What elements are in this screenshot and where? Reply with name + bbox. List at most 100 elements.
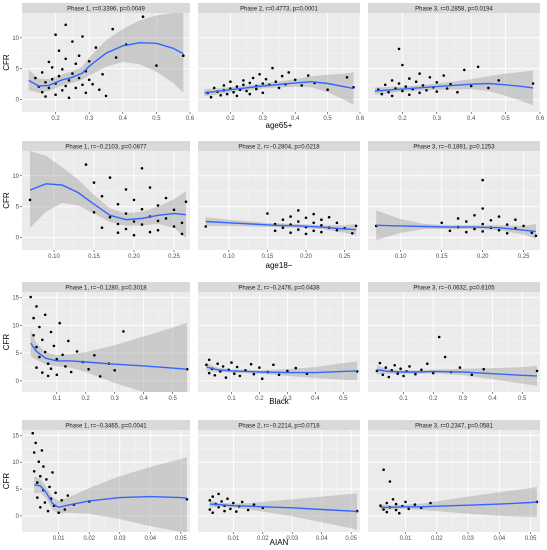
data-point — [220, 500, 223, 503]
data-point — [425, 89, 428, 92]
facet-strip — [22, 420, 190, 430]
data-point — [235, 94, 239, 98]
data-point — [41, 338, 44, 342]
plot-panel-background — [368, 430, 540, 532]
x-tick-label: 0.2 — [255, 396, 264, 402]
data-point — [156, 228, 160, 232]
data-point — [100, 226, 104, 229]
x-tick-label: 0.2 — [82, 396, 91, 402]
data-point — [312, 212, 316, 216]
facet-strip-title: Phase 1, r=0.3396, p=0.0049 — [67, 6, 145, 12]
data-point — [277, 86, 281, 90]
data-point — [87, 367, 90, 371]
x-tick-label: 0.03 — [114, 536, 126, 542]
plot-panel-background — [22, 151, 190, 250]
data-point — [32, 316, 35, 320]
data-point — [124, 188, 128, 191]
data-point — [306, 74, 310, 77]
x-tick-label: 0.4 — [119, 116, 128, 122]
data-point — [418, 72, 421, 75]
data-point — [71, 40, 74, 43]
x-tick-label: 0.03 — [286, 536, 298, 542]
data-point — [108, 215, 112, 219]
facet-strip-title: Phase 2, r=−0.2214, p=0.0718 — [238, 423, 320, 429]
data-point — [286, 369, 289, 373]
confidence-band — [30, 322, 188, 392]
data-point — [60, 499, 63, 502]
data-point — [43, 501, 47, 504]
data-point — [248, 81, 252, 85]
facet-strip-title: Phase 2, r=−0.2476, p=0.0438 — [238, 285, 320, 291]
data-point — [42, 465, 45, 468]
facet-strip — [198, 141, 360, 151]
facet-strip — [368, 282, 540, 292]
data-point — [289, 231, 292, 234]
data-point — [287, 71, 291, 74]
data-point — [122, 330, 125, 333]
data-point — [245, 89, 248, 93]
data-point — [251, 76, 255, 80]
x-tick-label: 0.4 — [467, 116, 476, 122]
loess-fit-line — [34, 484, 187, 509]
facet-panel: Phase 3, r=0.2858, p=0.0194 0.2 0.3 0.4 0.5 0… — [368, 3, 545, 122]
data-point — [273, 229, 277, 233]
x-axis-title: AIAN — [270, 538, 289, 547]
data-point — [182, 54, 185, 57]
x-tick-label: 0.5 — [339, 396, 348, 402]
plot-panel-background — [22, 430, 190, 532]
x-tick-label: 0.3 — [111, 396, 120, 402]
data-point — [111, 27, 114, 31]
y-tick-label: 0 — [16, 236, 20, 242]
data-point — [40, 449, 44, 452]
data-point — [274, 80, 278, 83]
data-point — [75, 350, 79, 353]
x-tick-label: 0.10 — [223, 254, 235, 260]
data-point — [252, 372, 256, 376]
facet-strip — [368, 3, 540, 13]
x-tick-label: 0.4 — [311, 396, 320, 402]
data-point — [408, 77, 411, 80]
y-axis-title: CFR — [2, 192, 11, 209]
y-tick-label: 5 — [16, 67, 20, 73]
data-point — [300, 84, 304, 87]
plot-panel-background — [198, 430, 360, 532]
facet-panel: Phase 1, r=−0.2103, p=0.0877 0.10 0.15 0.20… — [12, 141, 190, 260]
data-point — [204, 225, 207, 228]
x-tick-label: 0.10 — [48, 254, 60, 260]
x-tick-label: 0.1 — [227, 396, 236, 402]
data-point — [402, 374, 405, 378]
data-point — [281, 226, 285, 229]
y-axis-title: CFR — [2, 54, 11, 71]
x-tick-label: 0.02 — [431, 536, 443, 542]
data-point — [473, 227, 476, 231]
facet-panel: Phase 2, r=−0.2804, p=0.0218 0.10 0.15 0.20… — [198, 141, 360, 260]
data-point — [156, 204, 160, 207]
data-point — [382, 468, 385, 472]
data-point — [104, 94, 108, 98]
data-point — [116, 202, 120, 206]
data-point — [505, 223, 509, 226]
data-point — [505, 232, 509, 235]
plot-panel-background — [22, 292, 190, 392]
data-point — [420, 368, 423, 372]
x-tick-label: 0.05 — [525, 536, 537, 542]
data-point — [156, 219, 160, 223]
data-point — [57, 74, 61, 78]
data-point — [92, 181, 96, 184]
x-tick-label: 0.04 — [494, 536, 506, 542]
data-point — [408, 365, 411, 368]
x-axis-title: age18− — [266, 261, 293, 270]
data-point — [266, 212, 269, 215]
x-tick-label: 0.01 — [228, 536, 240, 542]
facet-panel: Phase 3, r=0.2347, p=0.0581 0.01 0.02 0.03 0… — [368, 420, 540, 542]
data-point — [44, 81, 47, 84]
data-point — [64, 84, 67, 88]
data-point — [54, 491, 57, 495]
data-point — [219, 94, 222, 97]
data-point — [101, 73, 104, 76]
data-point — [148, 230, 152, 234]
data-point — [428, 76, 432, 79]
data-point — [235, 510, 238, 513]
data-point — [44, 95, 47, 98]
plot-panel-background — [198, 151, 360, 250]
